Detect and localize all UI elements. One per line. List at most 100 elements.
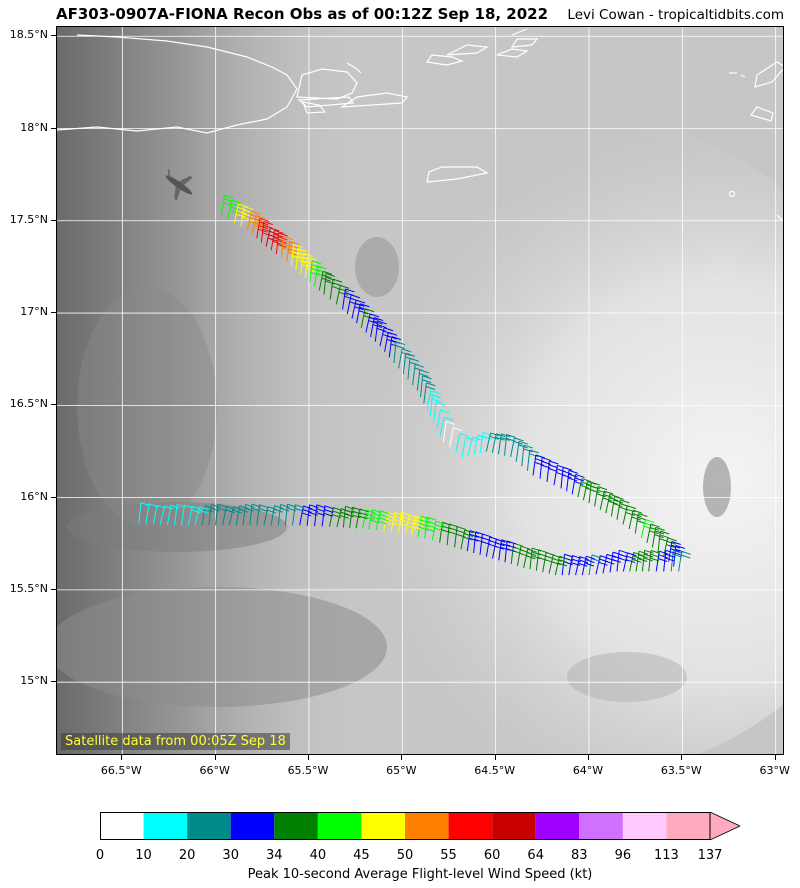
- wind-barb: [215, 503, 227, 526]
- latitude-tick-label: 17°N: [20, 305, 48, 319]
- wind-barb: [439, 521, 452, 543]
- latitude-tick-mark: [51, 588, 56, 590]
- colorbar-segment: [622, 812, 667, 840]
- longitude-tick-mark: [681, 755, 683, 760]
- wind-barb: [655, 550, 669, 572]
- wind-barb: [404, 515, 419, 535]
- wind-barb: [233, 203, 248, 223]
- longitude-tick-mark: [401, 755, 403, 760]
- colorbar-segment: [230, 812, 275, 840]
- longitude-tick-mark: [121, 755, 123, 760]
- wind-barb: [159, 505, 174, 525]
- wind-barb: [145, 503, 159, 525]
- wind-barb: [417, 515, 431, 537]
- wind-barb: [628, 509, 643, 530]
- latitude-tick-label: 16.5°N: [9, 397, 48, 411]
- colorbar-outline: [100, 812, 711, 840]
- wind-barb: [442, 421, 456, 443]
- colorbar-tick-label: 60: [483, 848, 501, 863]
- wind-barb: [194, 506, 209, 526]
- latitude-tick-mark: [51, 127, 56, 129]
- wind-barb: [374, 320, 387, 342]
- wind-barb: [361, 509, 376, 529]
- wind-barb: [521, 444, 534, 467]
- wind-barb: [439, 416, 454, 436]
- wind-barb: [368, 509, 382, 530]
- latitude-tick-label: 15.5°N: [9, 581, 48, 595]
- wind-barb: [335, 284, 350, 305]
- colorbar-segment: [448, 812, 493, 840]
- wind-barb: [577, 478, 592, 498]
- wind-barb: [622, 505, 637, 525]
- wind-barb: [390, 512, 405, 532]
- wind-barb: [436, 409, 450, 430]
- graticule-grid: [57, 27, 783, 754]
- wind-barb: [526, 449, 539, 471]
- longitude-tick-label: 65.5°W: [287, 764, 329, 777]
- colorbar-segment: [579, 812, 623, 840]
- latitude-tick-label: 16°N: [20, 489, 48, 503]
- wind-barb: [554, 555, 569, 576]
- wind-barb: [651, 526, 665, 548]
- wind-barb: [622, 552, 637, 572]
- longitude-tick-label: 63.5°W: [660, 764, 702, 777]
- wind-barb: [275, 232, 288, 255]
- wind-barb: [571, 473, 585, 495]
- wind-barb: [295, 248, 308, 270]
- wind-barb: [375, 510, 390, 531]
- longitude-tick-mark: [308, 755, 309, 760]
- wind-barb: [455, 433, 470, 453]
- wind-barb: [610, 495, 624, 517]
- colorbar-tick-label: 10: [135, 848, 152, 863]
- wind-barb: [249, 503, 262, 526]
- wind-barb: [634, 513, 648, 534]
- wind-barb: [510, 437, 524, 458]
- wind-barb: [152, 504, 167, 525]
- longitude-tick-label: 66.5°W: [100, 764, 142, 777]
- wind-barb: [256, 504, 269, 526]
- wind-barb: [180, 504, 194, 526]
- map-panel[interactable]: Satellite data from 00:05Z Sep 18: [56, 26, 784, 755]
- wind-barb: [329, 507, 343, 527]
- wind-barb: [648, 549, 661, 572]
- colorbar-segment: [361, 812, 405, 840]
- wind-barb: [485, 432, 500, 452]
- longitude-tick-label: 64.5°W: [474, 764, 516, 777]
- wind-barb: [646, 523, 661, 543]
- wind-barb: [641, 549, 654, 572]
- wind-barb: [560, 466, 573, 489]
- latitude-tick-mark: [51, 35, 56, 37]
- latitude-tick-label: 18°N: [20, 120, 48, 134]
- wind-barb: [497, 433, 511, 455]
- wind-barb: [433, 401, 446, 423]
- longitude-tick-mark: [494, 755, 496, 760]
- wind-barb: [398, 511, 411, 533]
- colorbar-tick-label: 96: [614, 848, 632, 863]
- latitude-tick-label: 17.5°N: [9, 212, 48, 226]
- wind-barb: [420, 375, 432, 398]
- wind-barb: [393, 341, 406, 363]
- wind-barb: [349, 506, 362, 528]
- colorbar-tick-label: 45: [353, 848, 370, 863]
- credit-text: Levi Cowan - tropicaltidbits.com: [567, 7, 784, 23]
- wind-barb: [187, 505, 202, 526]
- colorbar-segment: [187, 812, 231, 840]
- wind-barb: [318, 270, 333, 291]
- longitude-tick-label: 64°W: [572, 764, 604, 777]
- longitude-tick-mark: [774, 755, 776, 760]
- wind-barb: [449, 427, 463, 448]
- wind-barb: [629, 552, 643, 572]
- wind-barb: [309, 260, 322, 283]
- colorbar-tick-label: 30: [222, 848, 239, 863]
- wind-barb: [424, 516, 436, 539]
- colorbar-tick-label: 55: [440, 848, 457, 863]
- wind-barb: [498, 539, 511, 561]
- colorbar-tick-label: 83: [571, 848, 588, 863]
- colorbar-segment: [492, 812, 536, 840]
- wind-barb: [678, 550, 691, 572]
- colorbar-segment: [405, 812, 449, 840]
- wind-barb: [383, 511, 397, 531]
- wind-barb: [466, 530, 480, 552]
- wind-barb: [411, 515, 425, 536]
- longitude-tick-label: 63°W: [759, 764, 790, 777]
